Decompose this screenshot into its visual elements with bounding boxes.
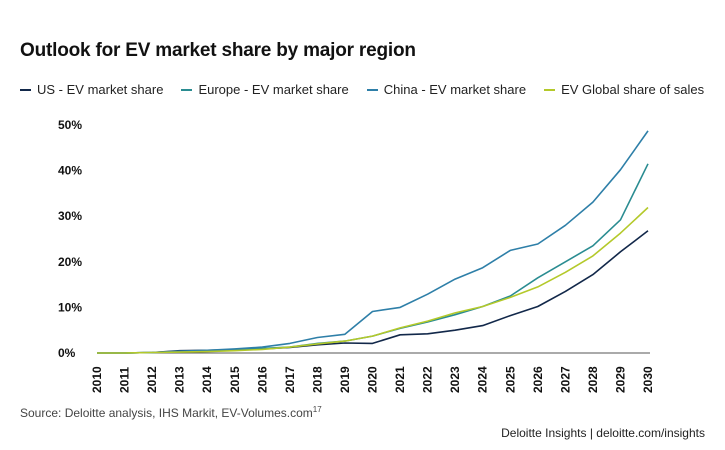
x-tick-label: 2030 [641,366,655,393]
x-tick-label: 2020 [366,366,380,393]
x-tick-label: 2016 [255,366,269,393]
x-tick-label: 2013 [173,366,187,393]
y-tick-label: 30% [58,209,82,223]
x-tick-label: 2012 [145,366,159,393]
x-tick-label: 2023 [448,366,462,393]
source-footnote: 17 [312,405,322,414]
x-tick-label: 2022 [421,366,435,393]
x-tick-label: 2017 [283,366,297,393]
x-tick-label: 2015 [228,366,242,393]
x-tick-label: 2021 [393,366,407,393]
series-line [97,230,649,354]
series-line [97,163,649,354]
x-tick-label: 2018 [310,366,324,393]
x-tick-label: 2024 [476,366,490,393]
legend-label: Europe - EV market share [198,82,349,97]
legend: US - EV market share Europe - EV market s… [20,82,704,97]
legend-item: China - EV market share [366,82,527,97]
y-tick-label: 10% [58,300,82,314]
x-tick-label: 2026 [531,366,545,393]
y-tick-label: 0% [58,346,76,360]
legend-swatch [544,88,556,91]
x-tick-label: 2025 [503,366,517,393]
y-tick-label: 40% [58,164,82,178]
x-tick-label: 2010 [90,366,104,393]
y-tick-label: 20% [58,255,82,269]
series-line [97,130,649,354]
source-text: Source: Deloitte analysis, IHS Markit, E… [20,406,313,420]
legend-label: China - EV market share [383,82,527,97]
legend-item: EV Global share of sales [544,82,704,97]
chart-title: Outlook for EV market share by major reg… [20,40,416,61]
x-tick-label: 2014 [200,366,214,393]
legend-item: US - EV market share [20,82,163,97]
x-tick-label: 2028 [586,366,600,393]
source-note: Source: Deloitte analysis, IHS Markit, E… [20,405,322,420]
legend-label: US - EV market share [37,82,164,97]
x-tick-label: 2011 [118,367,132,393]
y-tick-label: 50% [58,118,82,132]
legend-label: EV Global share of sales [561,82,705,97]
legend-item: Europe - EV market share [181,82,349,97]
x-tick-label: 2029 [613,366,627,393]
series-line [97,206,649,354]
x-tick-label: 2027 [558,366,572,393]
legend-swatch [20,88,31,91]
legend-swatch [366,88,378,91]
footer-credit: Deloitte Insights | deloitte.com/insight… [501,426,705,440]
x-tick-label: 2019 [338,366,352,393]
legend-swatch [181,88,193,91]
